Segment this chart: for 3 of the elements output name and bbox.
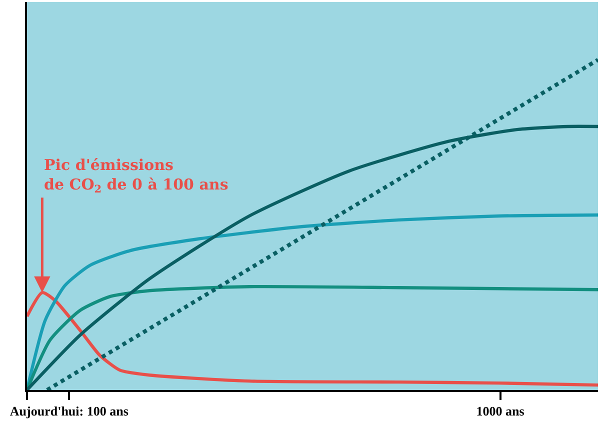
- annotation: Pic d'émissions de CO$_{2}$ de 0 à 100 ans: [44, 156, 228, 196]
- x-tick-label: 1000 ans: [476, 404, 524, 419]
- x-tick-label: Aujourd'hui: 100 ans: [10, 404, 128, 419]
